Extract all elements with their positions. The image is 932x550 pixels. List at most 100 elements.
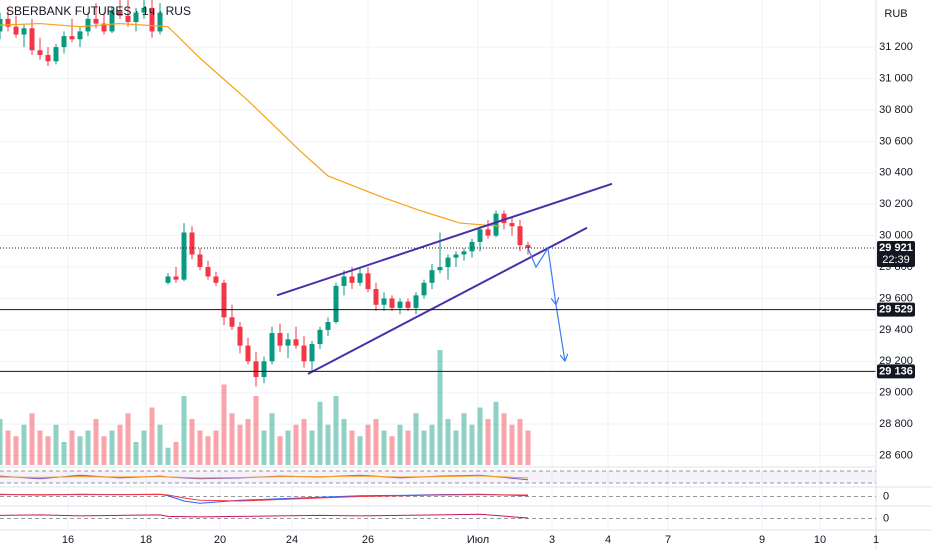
candle-body	[469, 241, 475, 252]
volume-bar	[357, 436, 363, 465]
candle-body	[349, 276, 355, 283]
x-tick-label: 16	[62, 534, 74, 546]
volume-bar	[37, 430, 43, 465]
candle-body	[197, 254, 203, 268]
volume-bar	[77, 436, 83, 465]
volume-bar	[165, 447, 171, 465]
candle-body	[269, 333, 275, 362]
volume-bar	[445, 419, 451, 465]
price-label: 29 921	[879, 242, 913, 254]
candle-body	[437, 267, 443, 271]
y-tick-label: 30 400	[879, 167, 913, 179]
candle-body	[221, 282, 227, 318]
indicator-line	[0, 475, 529, 479]
indicator-line	[0, 513, 529, 519]
volume-bar	[13, 436, 19, 465]
volume-bar	[317, 401, 323, 465]
volume-bar	[237, 424, 243, 465]
y-tick-label: 31 200	[879, 41, 913, 53]
volume-bar	[525, 430, 531, 465]
candle-body	[477, 229, 483, 242]
volume-bar	[365, 424, 371, 465]
volume-bar	[469, 424, 475, 465]
candle-body	[21, 28, 27, 35]
candle-body	[125, 15, 131, 22]
candle-body	[357, 273, 363, 283]
chart-title: SBERBANK FUTURES · 1ч · RUS	[6, 4, 191, 18]
candle-body	[501, 213, 507, 224]
price-label-box	[877, 364, 915, 379]
candle-body	[237, 326, 243, 346]
y-tick-label: 28 600	[879, 449, 913, 461]
candle-body	[509, 223, 515, 227]
candle-body	[485, 229, 491, 236]
y-tick-label: 31 000	[879, 72, 913, 84]
candle-body	[85, 18, 91, 32]
volume-bar	[325, 424, 331, 465]
pane-tick-label: 0	[883, 490, 889, 502]
candle-body	[253, 361, 259, 378]
candle-body	[461, 251, 467, 255]
volume-bar	[421, 430, 427, 465]
candle-body	[13, 26, 19, 35]
volume-bar	[277, 436, 283, 465]
candle-body	[445, 257, 451, 268]
volume-bar	[125, 413, 131, 465]
x-tick-label: Июл	[467, 534, 489, 546]
candle-body	[181, 232, 187, 280]
volume-bar	[173, 442, 179, 465]
price-label-box	[877, 302, 915, 317]
volume-bar	[245, 419, 251, 465]
candle-body	[325, 322, 331, 330]
volume-bar	[213, 430, 219, 465]
candle-body	[141, 7, 147, 13]
volume-bar	[381, 430, 387, 465]
candle-body	[29, 28, 35, 51]
volume-bar	[21, 424, 27, 465]
overlay	[0, 22, 876, 375]
candle-body	[421, 282, 427, 296]
volume-bar	[509, 424, 515, 465]
pane-tick-label: 0	[883, 512, 889, 524]
y-tick-label: 29 400	[879, 324, 913, 336]
candle-body	[397, 301, 403, 308]
volume-bar	[389, 436, 395, 465]
candle-body	[77, 31, 83, 40]
candle-body	[341, 276, 347, 286]
candle-body	[285, 339, 291, 346]
volume-bar	[477, 407, 483, 465]
y-tick-label: 30 200	[879, 198, 913, 210]
volume-bar	[221, 384, 227, 465]
x-tick-label: 18	[140, 534, 152, 546]
x-tick-label: 20	[214, 534, 226, 546]
volume-bar	[341, 419, 347, 465]
volume-bar	[5, 430, 11, 465]
candle-body	[365, 273, 371, 290]
candle-body	[525, 245, 531, 249]
volume-bar	[189, 419, 195, 465]
grid	[0, 0, 877, 530]
candle-body	[229, 317, 235, 327]
volume-bar	[53, 424, 59, 465]
volume-bar	[109, 430, 115, 465]
candle-body	[413, 295, 419, 308]
x-tick-label: 7	[665, 534, 671, 546]
volume-bar	[141, 430, 147, 465]
arrow-head	[559, 353, 569, 362]
y-tick-label: 29 200	[879, 355, 913, 367]
y-tick-label: 30 800	[879, 104, 913, 116]
volume-bar	[197, 430, 203, 465]
candle-body	[493, 213, 499, 236]
y-tick-label: 29 000	[879, 387, 913, 399]
volume-bar	[261, 430, 267, 465]
countdown: 22:39	[882, 254, 910, 266]
volume-bar	[333, 396, 339, 465]
candle-body	[93, 18, 99, 24]
y-tick-label: 29 600	[879, 292, 913, 304]
x-tick-label: 9	[759, 534, 765, 546]
y-tick-label: 28 800	[879, 418, 913, 430]
arrow-head	[550, 297, 560, 306]
y-tick-label: 30 600	[879, 135, 913, 147]
candle-body	[373, 289, 379, 305]
